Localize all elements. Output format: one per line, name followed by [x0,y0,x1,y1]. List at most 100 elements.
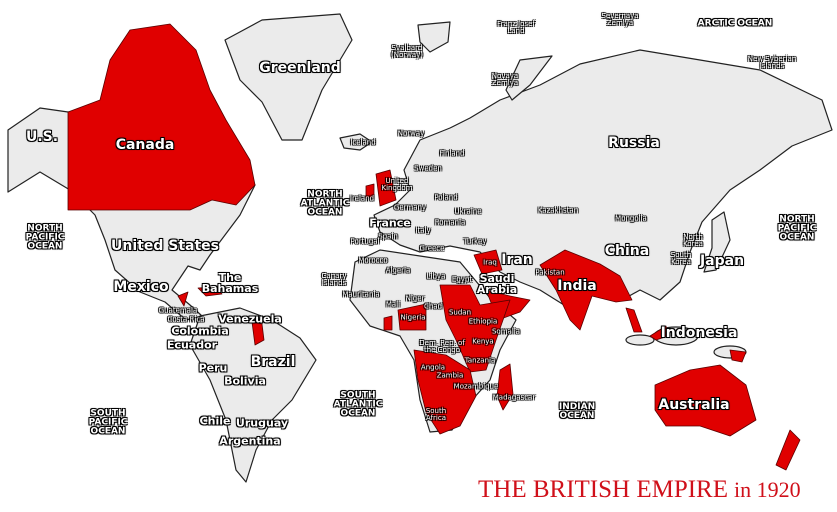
iceland-land [339,133,373,151]
label-drc: Dem. Rep. of the Congo [419,339,465,354]
label-south-africa: South Africa [425,407,447,422]
new-guinea-territory [729,349,747,363]
label-france: France [369,216,411,230]
label-indonesia: Indonesia [660,325,738,341]
label-mali: Mali [385,300,401,309]
label-venezuela: Venezuela [218,312,282,326]
label-russia: Russia [608,135,660,151]
label-turkey: Turkey [463,237,487,246]
nigeria-territory [397,303,427,331]
label-norway: Norway [397,129,425,138]
malaya-territory [625,307,643,333]
label-kenya: Kenya [472,337,494,346]
label-bolivia: Bolivia [224,374,266,388]
label-n-pacific-e: NORTH PACIFIC OCEAN [777,214,817,243]
south-america [189,307,317,483]
sumatra-land [625,334,655,346]
greenland [224,13,353,141]
australia-territory [654,364,757,437]
label-colombia: Colombia [171,324,229,338]
borneo-territory [649,325,669,341]
label-s-atlantic: SOUTH ATLANTIC OCEAN [333,390,383,419]
new-zealand-territory [775,429,801,471]
label-brazil: Brazil [250,354,296,370]
label-ukraine: Ukraine [454,207,482,216]
british-empire-territories [67,23,801,471]
ireland-territory [365,183,375,199]
southern-africa-territory [413,349,477,435]
label-us-alaska: U.S. [25,129,59,145]
label-germany: Germany [393,203,427,212]
label-iceland: Iceland [350,138,376,147]
label-guatemala: Guatemala [158,306,198,315]
label-costa-rica: Costa Rica [167,315,205,324]
india-territory [539,249,633,331]
gold-coast-territory [383,315,393,331]
iraq-territory [473,249,503,275]
label-madagascar: Madagascar [492,393,536,402]
label-morocco: Morocco [358,256,388,265]
label-somalia: Somalia [491,327,521,336]
label-severnaya: Severnaya Zemlya [601,12,639,27]
label-united-states: United States [111,238,219,254]
label-pakistan: Pakistan [535,268,565,277]
label-arctic: ARCTIC OCEAN [697,18,773,29]
label-niger: Niger [405,294,425,303]
label-uruguay: Uruguay [235,416,289,430]
label-finland: Finland [439,149,465,158]
label-sweden: Sweden [414,164,442,173]
label-uk: United Kingdom [381,177,413,192]
british-honduras-territory [177,291,189,307]
label-ecuador: Ecuador [166,338,218,352]
label-libya: Libya [426,272,446,281]
label-mexico: Mexico [113,279,169,295]
label-greenland: Greenland [259,60,341,76]
madagascar-territory [496,363,514,411]
label-ireland: Ireland [349,194,375,203]
label-angola: Angola [420,363,446,372]
label-mongolia: Mongolia [615,214,647,223]
label-iran: Iran [501,252,533,268]
label-greece: Greece [419,244,445,253]
label-china: China [604,243,650,259]
map-title: THE BRITISH EMPIRE in 1920 [478,476,801,504]
british-guiana-territory [251,321,265,346]
canada-territory [67,23,256,211]
label-bahamas: The Bahamas [201,271,259,295]
label-japan: Japan [699,253,745,269]
label-new-syberian: New Syberian Islands [747,55,797,70]
svalbard-land [417,21,451,53]
label-italy: Italy [415,226,431,235]
label-nigeria: Nigeria [400,313,426,322]
label-spain: Spain [378,232,398,241]
label-australia: Australia [658,397,730,413]
label-n-pacific-w: NORTH PACIFIC OCEAN [25,223,65,252]
label-poland: Poland [434,193,458,202]
label-sudan: Sudan [448,308,472,317]
uk-territory [375,169,397,207]
label-n-atlantic: NORTH ATLANTIC OCEAN [300,189,350,218]
label-mozambique: Mozambique [453,382,499,391]
label-novaya: Novaya Zemlya [491,72,519,87]
label-romania: Romania [434,218,466,227]
label-canada: Canada [115,137,175,153]
label-iraq: Iraq [483,258,497,267]
label-north-korea: North Korea [683,233,703,248]
label-franz-josef: Franz Josef Land [497,20,535,35]
caribbean-territory [197,286,223,297]
label-portugal: Portugal [350,237,380,246]
label-ethiopia: Ethiopia [468,317,498,326]
label-egypt: Egypt [451,275,473,284]
label-south-korea: South Korea [670,251,692,266]
label-canary: Canary Islands [321,272,347,287]
eurasia [373,49,833,311]
label-s-pacific: SOUTH PACIFIC OCEAN [88,408,128,437]
label-india: India [557,278,597,294]
title-main: THE BRITISH EMPIRE [478,476,728,503]
label-indian-ocean: INDIAN OCEAN [558,402,596,421]
label-kazakhstan: Kazakhstan [537,206,579,215]
east-africa-territory [439,284,511,373]
label-svalbard: Svalbard (Norway) [390,44,424,59]
